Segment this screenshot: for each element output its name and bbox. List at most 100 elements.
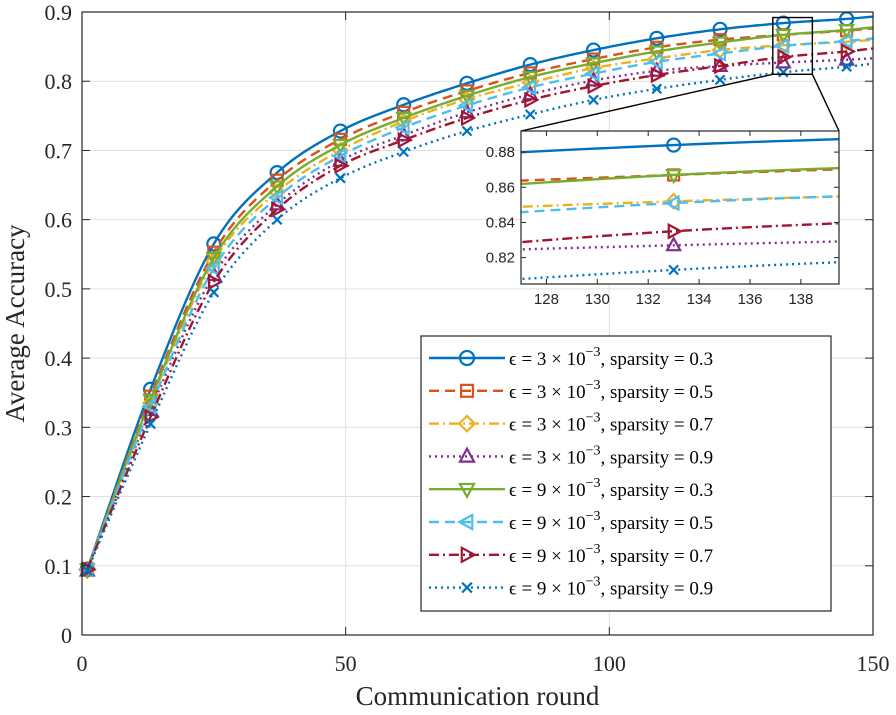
marker-triangle-left [204,259,220,277]
legend-label-exponent: −3 [586,509,601,524]
legend-label-exponent: −3 [586,476,601,491]
marker-circle [585,42,602,58]
series-line [86,27,874,570]
inset-series-group [521,137,839,281]
inset-series-line [521,195,839,208]
marker-x [208,287,220,298]
legend-label-rest: , sparsity = 0.9 [601,447,714,468]
marker-triangle-right [650,66,667,84]
x-axis-label: Communication round [356,681,600,711]
series-5 [78,24,874,579]
y-tick-label: 0.4 [45,346,73,371]
legend-label-rest: , sparsity = 0.3 [601,349,714,370]
legend-label-exponent: −3 [586,345,601,360]
marker-triangle-right [667,222,684,240]
legend-entry-8: ϵ = 9 × 10−3, sparsity = 0.9 [429,575,713,600]
marker-triangle-down [775,28,792,45]
legend-entry-5: ϵ = 9 × 10−3, sparsity = 0.3 [429,476,713,501]
marker-x [651,83,663,95]
marker-triangle-left [457,97,473,114]
series-line [86,47,874,570]
marker-triangle-down [205,251,223,268]
marker-triangle-left [141,398,157,415]
marker-circle [458,349,476,367]
legend-label: ϵ = 9 × 10−3, sparsity = 0.5 [509,509,713,534]
marker-x [145,418,156,430]
marker-diamond [457,414,477,433]
marker-triangle-up [665,235,682,252]
marker-triangle-left [773,37,790,55]
inset-x-tick-label: 136 [737,291,762,308]
main-axes: 0 50 100 150 0 0.1 0.2 0.3 0.4 0.5 0.6 0.7 0.8 0.9 [45,0,890,676]
marker-triangle-left [647,53,663,71]
marker-triangle-down [268,180,286,196]
marker-triangle-down [395,111,413,128]
series-8 [81,61,874,576]
x-tick-label: 50 [335,651,357,676]
plot-frame [81,11,874,636]
marker-x [335,172,346,184]
legend-label-exponent: −3 [586,575,601,590]
legend-label-eps: ϵ = 3 × 10 [509,349,586,370]
marker-x [841,61,852,73]
marker-triangle-left [267,189,284,206]
series-line [86,15,874,570]
y-axis-label: Average Accuracy [0,224,30,423]
legend-label: ϵ = 9 × 10−3, sparsity = 0.7 [509,542,713,567]
legend-label: ϵ = 3 × 10−3, sparsity = 0.7 [509,411,713,436]
marker-triangle-down [711,36,729,52]
marker-triangle-left [456,513,474,531]
marker-circle [666,137,682,153]
inset-series-line [521,222,839,244]
x-tick-label: 0 [77,651,88,676]
marker-triangle-down [665,168,682,185]
marker-triangle-down [458,482,476,500]
y-tick-label: 0.7 [45,138,73,163]
marker-x [461,581,473,594]
marker-triangle-right [840,43,857,60]
legend-box [420,335,832,612]
legend-entry-6: ϵ = 9 × 10−3, sparsity = 0.5 [429,509,713,534]
marker-triangle-right [207,273,224,291]
marker-triangle-right [460,109,477,127]
legend-entry-7: ϵ = 9 × 10−3, sparsity = 0.7 [429,542,713,567]
legend-label-exponent: −3 [586,443,601,458]
marker-triangle-left [837,32,853,50]
marker-triangle-left [584,65,600,82]
legend-label: ϵ = 3 × 10−3, sparsity = 0.5 [509,378,713,403]
marker-triangle-left [330,147,347,165]
marker-triangle-right [524,91,540,109]
legend-label-exponent: −3 [586,411,601,426]
marker-triangle-down [648,45,666,61]
legend-label-rest: , sparsity = 0.9 [601,579,714,600]
zoom-connector [811,74,840,132]
legend-label-rest: , sparsity = 0.5 [601,382,714,403]
marker-x [461,125,473,137]
legend-label-eps: ϵ = 9 × 10 [509,480,586,501]
inset-y-tick-label: 0.88 [486,144,515,161]
x-tick-label: 150 [857,651,890,676]
y-tick-label: 0.8 [45,69,73,94]
inset-y-tick-label: 0.84 [486,214,515,231]
marker-x [588,94,599,106]
marker-triangle-down [585,57,602,73]
marker-triangle-left [394,119,410,136]
marker-circle [332,123,348,139]
legend-label-eps: ϵ = 3 × 10 [509,415,586,436]
inset-y-tick-label: 0.86 [486,179,515,196]
x-tick-label: 100 [593,651,626,676]
zoom-rectangle [772,16,814,75]
legend-label-eps: ϵ = 9 × 10 [509,579,586,600]
zoom-connector [520,73,773,132]
marker-x [398,146,410,158]
legend-label-exponent: −3 [586,542,601,557]
marker-triangle-right [460,545,478,564]
marker-triangle-right [587,77,603,95]
legend-label: ϵ = 9 × 10−3, sparsity = 0.9 [509,575,713,600]
marker-triangle-right [714,57,730,75]
inset-x-tick-label: 134 [687,291,712,308]
y-tick-label: 0.2 [45,485,73,510]
marker-triangle-right [334,157,350,175]
y-tick-label: 0.3 [45,415,73,440]
